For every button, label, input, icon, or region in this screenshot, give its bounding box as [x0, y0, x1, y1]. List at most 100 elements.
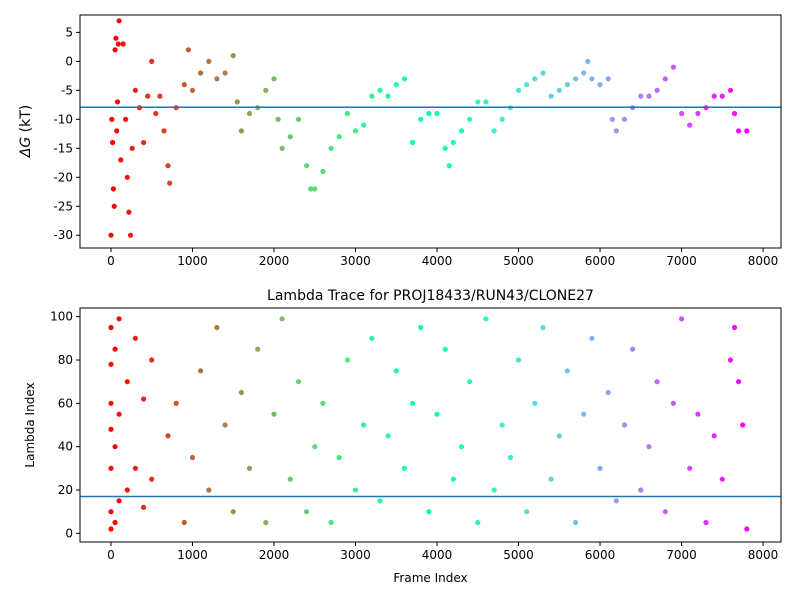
lambda-point [581, 411, 587, 417]
lambda-point [475, 519, 481, 526]
delta-g-x-tick-label: 6000 [585, 254, 616, 268]
lambda-point [141, 396, 147, 402]
delta-g-x-tick-label: 5000 [503, 254, 534, 268]
lambda-point [719, 476, 725, 482]
lambda-point [132, 465, 138, 471]
delta-g-point [118, 157, 124, 163]
delta-g-point [127, 232, 134, 238]
delta-g-point [564, 82, 571, 88]
delta-g-point [167, 180, 173, 186]
lambda-x-tick-label: 1000 [177, 548, 208, 562]
lambda-point [312, 444, 318, 450]
delta-g-y-tick-label: -25 [53, 199, 73, 213]
delta-g-point [410, 139, 416, 146]
delta-g-point [157, 93, 163, 99]
delta-g-point [581, 70, 587, 76]
delta-g-point [687, 122, 693, 128]
lambda-point [507, 454, 513, 461]
delta-g-point [727, 87, 734, 93]
delta-g-point [475, 99, 481, 105]
lambda-point [344, 357, 350, 363]
lambda-point [320, 400, 326, 406]
delta-g-points [108, 18, 750, 238]
delta-g-point [234, 99, 240, 105]
lambda-point [418, 324, 424, 331]
delta-g-point [230, 53, 236, 59]
delta-g-point [499, 116, 505, 122]
lambda-point [149, 476, 155, 482]
lambda-point [597, 465, 603, 471]
lambda-x-tick-label: 3000 [340, 548, 371, 562]
lambda-point [108, 509, 114, 515]
lambda-point [124, 379, 130, 385]
delta-g-point [328, 145, 334, 151]
lambda-point [499, 422, 505, 428]
delta-g-point [344, 110, 350, 117]
delta-g-point [458, 128, 465, 134]
delta-g-point [336, 134, 342, 140]
delta-g-point [426, 110, 432, 117]
delta-g-point [114, 128, 120, 134]
lambda-point [246, 465, 253, 471]
delta-g-point [246, 110, 253, 117]
lambda-point [238, 389, 244, 396]
lambda-chart-title: Lambda Trace for PROJ18433/RUN43/CLONE27 [267, 288, 594, 304]
delta-g-point [111, 203, 117, 209]
delta-g-y-tick-label: 0 [65, 54, 73, 68]
lambda-point [108, 526, 114, 532]
delta-g-point [304, 163, 310, 169]
lambda-point [377, 498, 383, 504]
lambda-point [621, 422, 628, 428]
lambda-point [361, 422, 367, 428]
lambda-y-tick-label: 80 [58, 353, 73, 367]
delta-g-point [110, 186, 116, 192]
delta-g-point [181, 82, 187, 88]
delta-g-y-ticks: 5 0 -5 -10 -15 -20 -25 -30 [53, 25, 80, 242]
lambda-point [573, 519, 579, 526]
delta-g-point [573, 76, 579, 82]
delta-g-point [141, 139, 147, 146]
lambda-point [646, 444, 652, 450]
lambda-point [491, 487, 497, 493]
lambda-y-tick-label: 0 [65, 526, 73, 540]
lambda-point [108, 400, 114, 406]
lambda-point [687, 465, 693, 471]
lambda-point [564, 368, 571, 374]
lambda-point [214, 324, 220, 331]
lambda-point [524, 509, 530, 515]
delta-g-point [585, 58, 591, 64]
delta-g-point [352, 128, 359, 134]
lambda-point [740, 422, 746, 428]
delta-g-point [670, 64, 677, 70]
lambda-y-tick-label: 40 [58, 440, 73, 454]
lambda-point [149, 357, 155, 363]
lambda-point [654, 379, 660, 385]
lambda-y-label: Lambda Index [23, 382, 37, 467]
delta-g-point [442, 145, 448, 151]
delta-g-point [646, 93, 652, 99]
delta-g-x-tick-label: 7000 [666, 254, 697, 268]
lambda-point [271, 411, 277, 417]
delta-g-y-label: ΔG (kT) [18, 105, 34, 158]
lambda-point [141, 504, 147, 510]
lambda-x-ticks: 0 1000 2000 3000 4000 5000 6000 7000 8000 [107, 542, 778, 562]
delta-g-point [149, 58, 155, 64]
lambda-point [206, 487, 212, 493]
delta-g-point [108, 232, 114, 238]
lambda-point [198, 368, 204, 374]
delta-g-point [263, 87, 269, 93]
delta-g-x-ticks: 0 1000 2000 3000 4000 5000 6000 7000 8000 [107, 248, 778, 268]
delta-g-point [287, 134, 293, 140]
delta-g-panel: 0 1000 2000 3000 4000 5000 6000 7000 8000 5 0 -5 -1… [18, 14, 782, 268]
lambda-point [638, 487, 644, 493]
delta-g-point [621, 116, 628, 122]
delta-g-point [491, 128, 497, 134]
delta-g-point [113, 35, 119, 41]
lambda-x-tick-label: 2000 [259, 548, 290, 562]
lambda-point [222, 422, 228, 428]
delta-g-point [153, 110, 159, 117]
lambda-points [108, 316, 750, 532]
delta-g-y-tick-label: -30 [53, 228, 73, 242]
delta-g-x-tick-label: 4000 [422, 254, 453, 268]
delta-g-point [189, 87, 196, 93]
